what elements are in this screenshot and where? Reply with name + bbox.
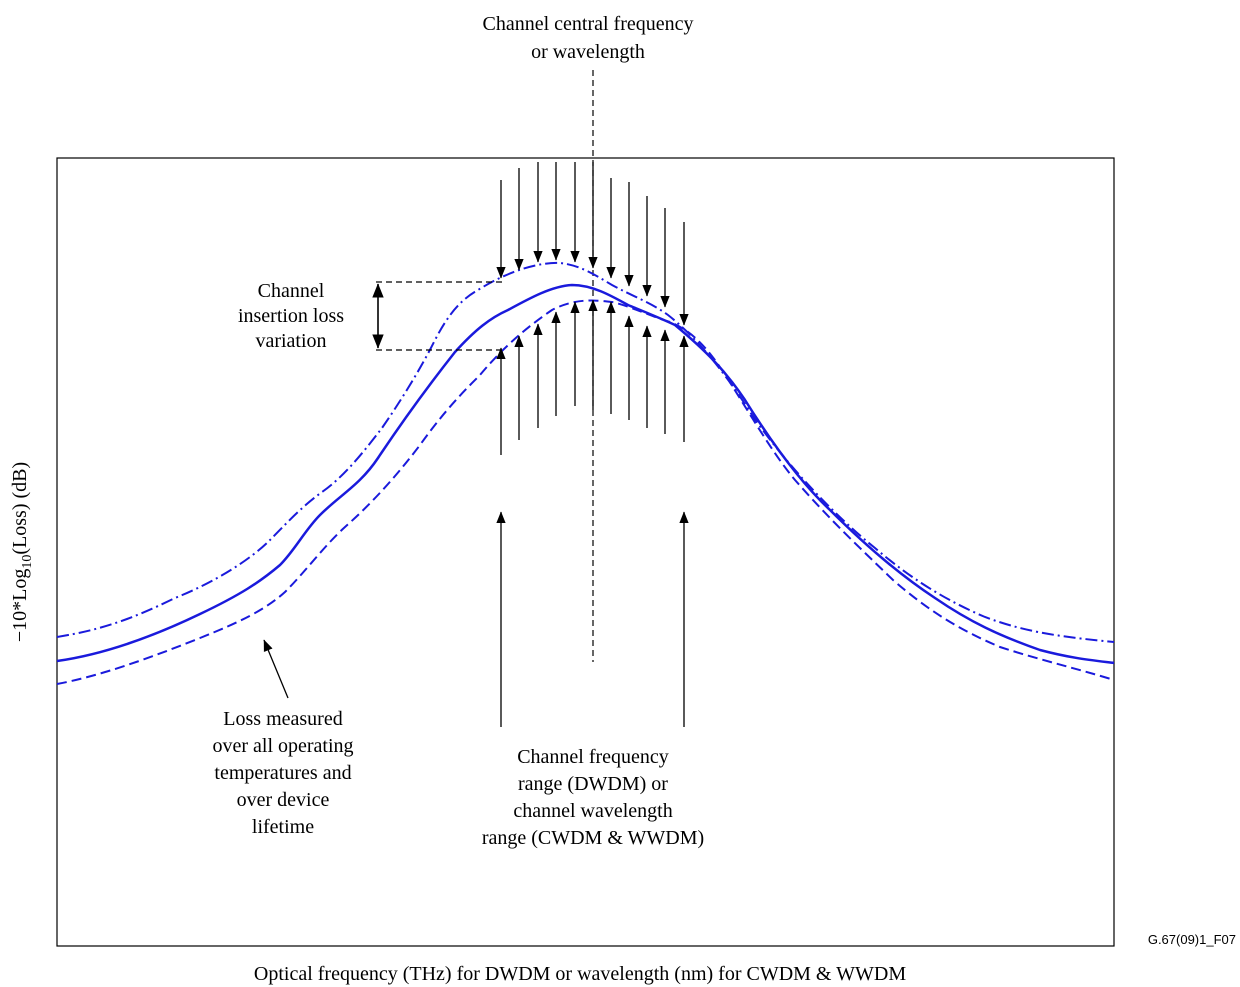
loss-label-line-4: over device (237, 789, 330, 811)
loss-label-line-5: lifetime (252, 816, 314, 838)
x-axis-label: Optical frequency (THz) for DWDM or wave… (254, 963, 906, 985)
insertion-label-line-2: insertion loss (238, 305, 344, 327)
loss-label-line-3: temperatures and (214, 762, 351, 784)
loss-label-line-2: over all operating (212, 735, 353, 757)
range-label-line-2: range (DWDM) or (518, 773, 668, 795)
max-loss-curve (56, 261, 1115, 643)
loss-label-line-1: Loss measured (223, 708, 342, 730)
plot-frame (56, 157, 1115, 947)
diagram-title-line-2: or wavelength (531, 41, 645, 63)
figure-reference: G.67(09)1_F07 (1148, 932, 1236, 947)
typical-loss-curve (56, 283, 1115, 665)
range-label-line-3: channel wavelength (513, 800, 672, 822)
min-loss-curve (56, 299, 1115, 685)
upper-down-arrows (496, 162, 689, 326)
diagram-title-line-1: Channel central frequency (482, 13, 693, 35)
range-label-line-4: range (CWDM & WWDM) (482, 827, 704, 849)
lower-up-arrows (496, 299, 689, 455)
loss-measured-arrow (263, 639, 289, 699)
insertion-label-line-3: variation (255, 330, 326, 352)
insertion-label-line-1: Channel (258, 280, 325, 302)
y-axis-label: −10*Log10(Loss) (dB) (9, 462, 35, 642)
range-label-line-1: Channel frequency (517, 746, 669, 768)
